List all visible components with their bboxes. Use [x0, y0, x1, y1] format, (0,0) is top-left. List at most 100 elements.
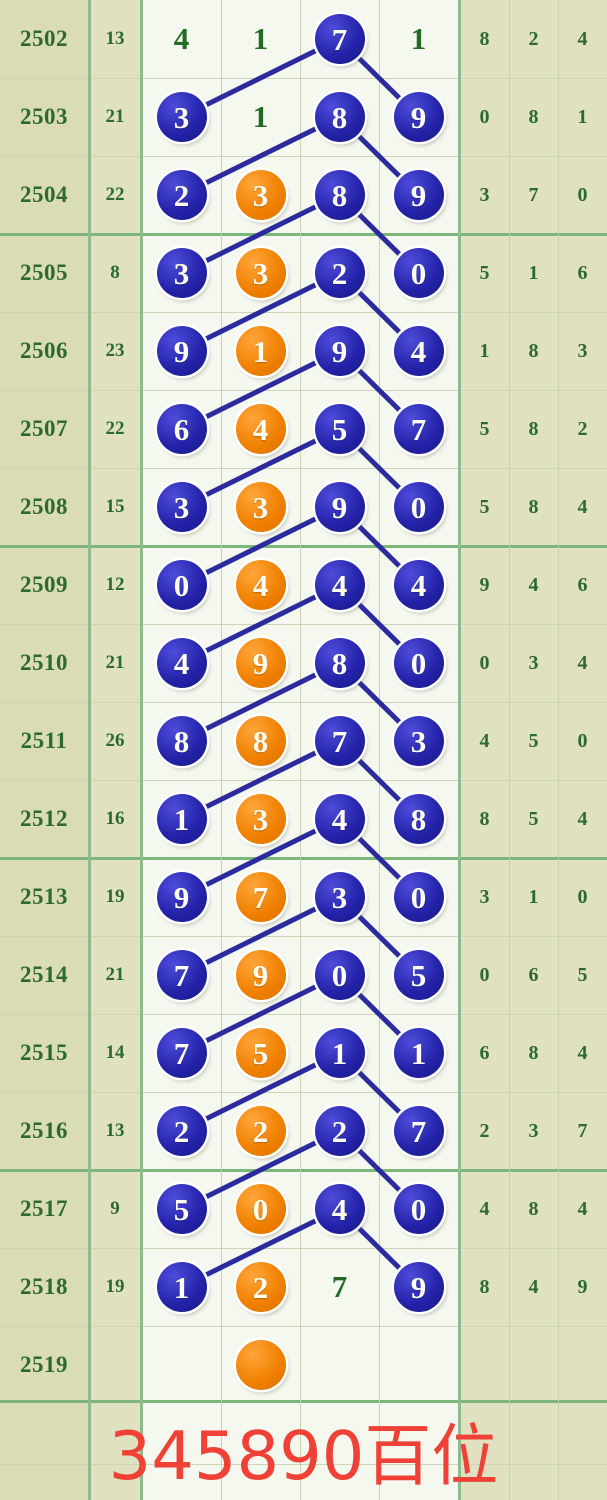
blue-ball[interactable]: 0 [393, 482, 444, 532]
blue-ball[interactable]: 5 [156, 1184, 207, 1234]
digit-cell[interactable]: 8 [221, 702, 300, 780]
orange-ball[interactable]: 4 [235, 560, 286, 610]
digit-cell[interactable]: 2 [142, 156, 221, 234]
blue-ball[interactable]: 3 [156, 92, 207, 142]
blue-ball[interactable]: 8 [314, 92, 365, 142]
orange-ball[interactable]: 9 [235, 638, 286, 688]
blue-ball[interactable]: 4 [314, 1184, 365, 1234]
digit-cell[interactable]: 4 [379, 546, 458, 624]
blue-ball[interactable]: 5 [314, 404, 365, 454]
digit-cell[interactable]: 3 [221, 780, 300, 858]
blue-ball[interactable]: 2 [314, 248, 365, 298]
digit-cell[interactable] [142, 1326, 221, 1404]
digit-cell[interactable]: 3 [379, 702, 458, 780]
digit-cell[interactable]: 4 [221, 546, 300, 624]
digit-cell[interactable]: 0 [379, 858, 458, 936]
digit-cell[interactable]: 2 [221, 1248, 300, 1326]
orange-marker-ball[interactable] [235, 1340, 286, 1390]
table-row[interactable]: 2519 [0, 1326, 607, 1404]
blue-ball[interactable]: 4 [314, 560, 365, 610]
blue-ball[interactable]: 9 [393, 92, 444, 142]
digit-cell[interactable]: 1 [379, 1014, 458, 1092]
blue-ball[interactable]: 4 [156, 638, 207, 688]
blue-ball[interactable]: 9 [393, 170, 444, 220]
digit-cell[interactable]: 3 [142, 78, 221, 156]
digit-cell[interactable]: 2 [221, 1092, 300, 1170]
blue-ball[interactable]: 9 [156, 872, 207, 922]
blue-ball[interactable]: 0 [393, 1184, 444, 1234]
blue-ball[interactable]: 7 [314, 716, 365, 766]
digit-cell[interactable]: 3 [142, 468, 221, 546]
digit-cell[interactable]: 7 [300, 0, 379, 78]
digit-cell[interactable] [379, 1326, 458, 1404]
digit-cell[interactable]: 7 [142, 936, 221, 1014]
blue-ball[interactable]: 9 [314, 326, 365, 376]
orange-ball[interactable]: 3 [235, 794, 286, 844]
blue-ball[interactable]: 9 [393, 1262, 444, 1312]
table-row[interactable]: 2503 21 3 1 8 9 0 8 1 [0, 78, 607, 156]
blue-ball[interactable]: 3 [156, 248, 207, 298]
digit-cell[interactable] [221, 1326, 300, 1404]
digit-cell[interactable]: 9 [142, 312, 221, 390]
digit-cell[interactable]: 4 [142, 0, 221, 78]
table-row[interactable]: 2513 19 9 7 3 0 3 1 0 [0, 858, 607, 936]
digit-cell[interactable]: 0 [379, 468, 458, 546]
table-row[interactable]: 2507 22 6 4 5 7 5 8 2 [0, 390, 607, 468]
orange-ball[interactable]: 3 [235, 170, 286, 220]
orange-ball[interactable]: 0 [235, 1184, 286, 1234]
digit-cell[interactable]: 9 [142, 858, 221, 936]
table-row[interactable]: 2505 8 3 3 2 0 5 1 6 [0, 234, 607, 312]
orange-ball[interactable]: 9 [235, 950, 286, 1000]
orange-ball[interactable]: 2 [235, 1106, 286, 1156]
digit-cell[interactable]: 1 [142, 780, 221, 858]
digit-cell[interactable]: 9 [379, 78, 458, 156]
digit-cell[interactable]: 9 [379, 156, 458, 234]
digit-cell[interactable]: 9 [221, 936, 300, 1014]
blue-ball[interactable]: 7 [156, 1028, 207, 1078]
blue-ball[interactable]: 0 [393, 638, 444, 688]
blue-ball[interactable]: 8 [314, 170, 365, 220]
blue-ball[interactable]: 4 [314, 794, 365, 844]
blue-ball[interactable]: 3 [393, 716, 444, 766]
digit-cell[interactable]: 1 [379, 0, 458, 78]
digit-cell[interactable]: 4 [142, 624, 221, 702]
digit-cell[interactable]: 0 [142, 546, 221, 624]
table-row[interactable]: 2516 13 2 2 2 7 2 3 7 [0, 1092, 607, 1170]
digit-cell[interactable]: 9 [221, 624, 300, 702]
digit-cell[interactable]: 8 [379, 780, 458, 858]
table-row[interactable]: 2518 19 1 2 7 9 8 4 9 [0, 1248, 607, 1326]
digit-cell[interactable]: 8 [300, 624, 379, 702]
table-row[interactable]: 2502 13 4 1 7 1 8 2 4 [0, 0, 607, 78]
digit-cell[interactable]: 4 [300, 546, 379, 624]
digit-cell[interactable]: 1 [221, 312, 300, 390]
digit-cell[interactable]: 5 [221, 1014, 300, 1092]
blue-ball[interactable]: 7 [156, 950, 207, 1000]
digit-cell[interactable]: 7 [300, 1248, 379, 1326]
blue-ball[interactable]: 8 [156, 716, 207, 766]
digit-cell[interactable]: 1 [221, 78, 300, 156]
blue-ball[interactable]: 1 [393, 1028, 444, 1078]
digit-cell[interactable]: 1 [300, 1014, 379, 1092]
blue-ball[interactable]: 8 [393, 794, 444, 844]
blue-ball[interactable]: 3 [156, 482, 207, 532]
digit-cell[interactable]: 3 [221, 234, 300, 312]
table-row[interactable]: 2517 9 5 0 4 0 4 8 4 [0, 1170, 607, 1248]
blue-ball[interactable]: 2 [314, 1106, 365, 1156]
digit-cell[interactable]: 5 [300, 390, 379, 468]
orange-ball[interactable]: 3 [235, 248, 286, 298]
digit-cell[interactable]: 4 [300, 780, 379, 858]
blue-ball[interactable]: 5 [393, 950, 444, 1000]
orange-ball[interactable]: 5 [235, 1028, 286, 1078]
digit-cell[interactable]: 2 [142, 1092, 221, 1170]
digit-cell[interactable]: 3 [142, 234, 221, 312]
blue-ball[interactable]: 0 [156, 560, 207, 610]
digit-cell[interactable]: 0 [379, 624, 458, 702]
digit-cell[interactable]: 3 [221, 156, 300, 234]
digit-cell[interactable]: 3 [221, 468, 300, 546]
digit-cell[interactable]: 8 [300, 156, 379, 234]
table-row[interactable]: 2509 12 0 4 4 4 9 4 6 [0, 546, 607, 624]
blue-ball[interactable]: 9 [156, 326, 207, 376]
digit-cell[interactable]: 7 [221, 858, 300, 936]
table-row[interactable]: 2508 15 3 3 9 0 5 8 4 [0, 468, 607, 546]
digit-cell[interactable]: 8 [142, 702, 221, 780]
